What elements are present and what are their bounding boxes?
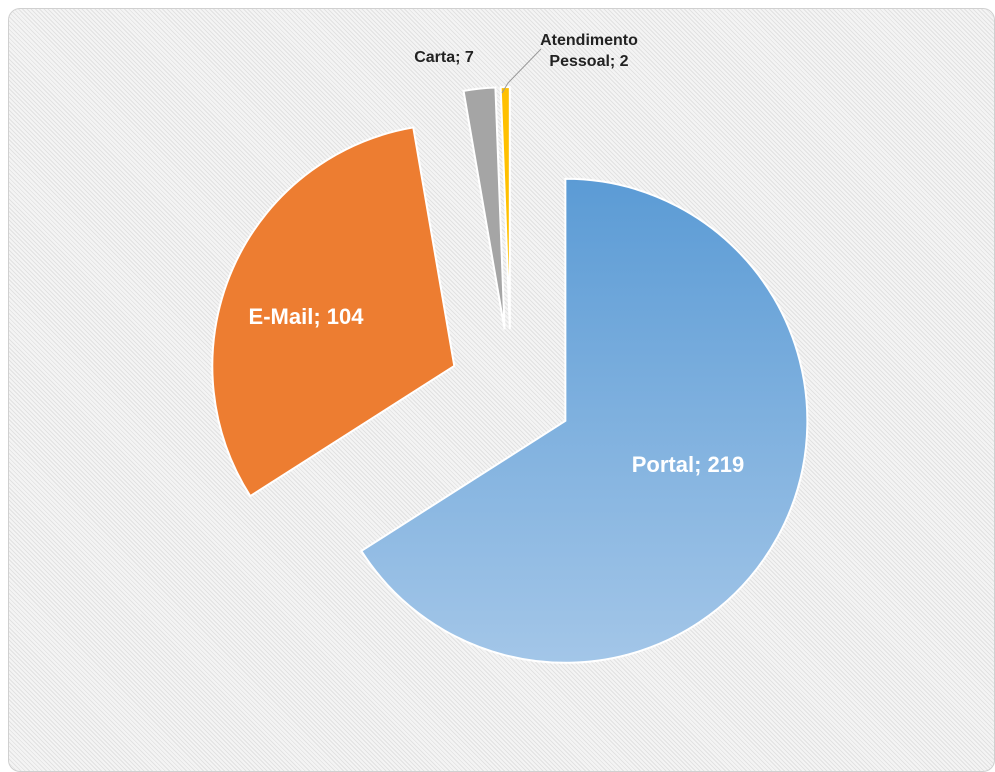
chart: [211, 48, 809, 664]
pie-slice: [462, 86, 506, 330]
data-label: Portal; 219: [631, 452, 745, 477]
data-label: Atendimento Pessoal; 2: [540, 32, 638, 70]
pie-slice: [359, 177, 809, 664]
data-label: E-Mail; 104: [248, 304, 364, 329]
pie-slice: [211, 126, 456, 498]
chart-area: Portal; 219 E-Mail; 104 Carta; 7 Atendiment…: [8, 8, 995, 772]
data-label: Carta; 7: [414, 49, 474, 66]
leader-line: [501, 48, 542, 94]
